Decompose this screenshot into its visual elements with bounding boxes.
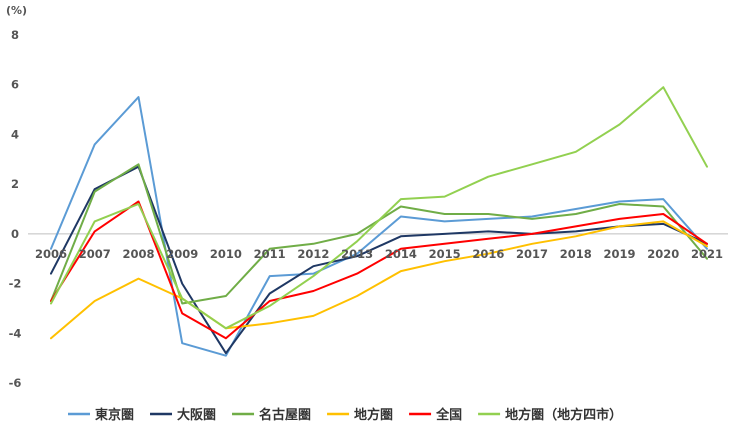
x-tick-label: 2013 — [341, 247, 373, 261]
x-tick-label: 2018 — [560, 247, 592, 261]
y-tick-label: 6 — [11, 78, 19, 92]
y-tick-label: 4 — [11, 127, 19, 141]
y-tick-label: 2 — [11, 177, 19, 191]
series-line-1 — [50, 96, 708, 357]
legend-label: 名古屋圏 — [259, 407, 311, 423]
series-line-2 — [50, 165, 708, 355]
x-axis-ticks: 2006 2007 2008 2009 2010 2011 2012 2013 2014 2015… — [35, 247, 723, 261]
legend-label: 東京圏 — [95, 407, 134, 423]
legend-label: 大阪圏 — [177, 407, 216, 423]
series-line-4 — [50, 220, 708, 340]
x-tick-label: 2012 — [297, 247, 329, 261]
y-tick-label: 0 — [11, 227, 19, 241]
y-tick-label: -4 — [9, 326, 22, 340]
y-axis-ticks: 8 6 4 2 0 -2 -4 -6 — [9, 28, 22, 390]
x-tick-label: 2017 — [516, 247, 548, 261]
x-tick-label: 2008 — [122, 247, 154, 261]
x-tick-label: 2015 — [429, 247, 461, 261]
y-tick-label: -6 — [9, 376, 22, 390]
series-line-6 — [50, 86, 708, 330]
legend: 東京圏 大阪圏 名古屋圏 地方圏 全国 地方圏（地方四市） — [68, 407, 622, 423]
x-tick-label: 2016 — [472, 247, 504, 261]
x-tick-label: 2019 — [604, 247, 636, 261]
x-tick-label: 2020 — [647, 247, 679, 261]
series-lines — [50, 86, 708, 357]
y-tick-label: 8 — [11, 28, 19, 42]
x-tick-label: 2011 — [254, 247, 286, 261]
x-tick-label: 2006 — [35, 247, 67, 261]
x-tick-label: 2009 — [166, 247, 198, 261]
x-tick-label: 2021 — [691, 247, 723, 261]
legend-label: 地方圏 — [354, 407, 393, 423]
x-tick-label: 2014 — [385, 247, 417, 261]
y-tick-label: -2 — [9, 277, 22, 291]
x-tick-label: 2010 — [210, 247, 242, 261]
legend-label: 全国 — [435, 407, 462, 423]
unit-label: (%) — [6, 4, 27, 17]
legend-label: 地方圏（地方四市） — [505, 407, 622, 423]
series-line-5 — [50, 200, 708, 340]
x-tick-label: 2007 — [79, 247, 111, 261]
